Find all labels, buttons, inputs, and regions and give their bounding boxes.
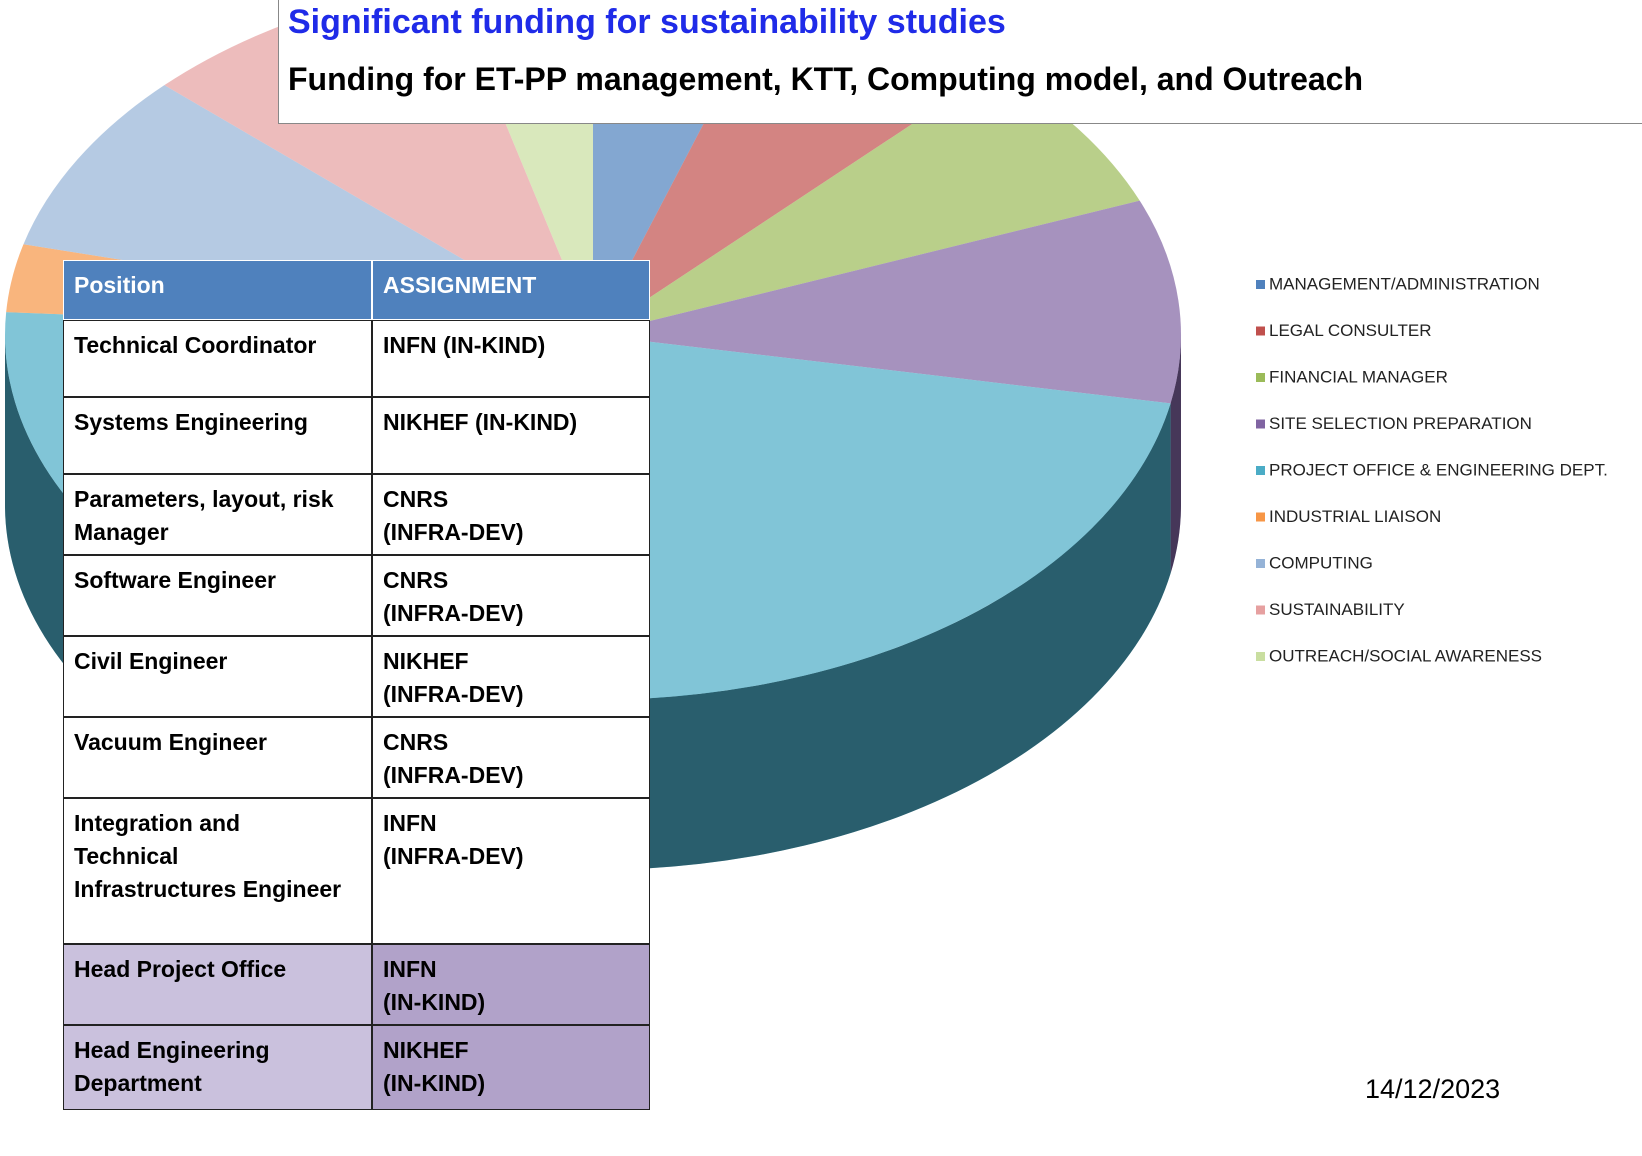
pie-slice <box>593 200 1181 404</box>
heading: Significant funding for sustainability s… <box>288 3 1006 41</box>
legend-swatch <box>1256 419 1265 429</box>
legend-label: INDUSTRIAL LIAISON <box>1269 507 1441 526</box>
table-cell: CNRS (INFRA-DEV) <box>372 474 650 555</box>
table-cell: INFN (IN-KIND) <box>372 944 650 1025</box>
legend-swatch <box>1256 512 1265 522</box>
legend-label: PROJECT OFFICE & ENGINEERING DEPT. <box>1269 460 1608 479</box>
legend-label: FINANCIAL MANAGER <box>1269 367 1448 386</box>
table-cell: Head Project Office <box>63 944 372 1025</box>
table-cell: INFN (IN-KIND) <box>372 320 650 397</box>
legend-swatch <box>1256 373 1265 382</box>
pie-side <box>1170 335 1181 574</box>
table-cell: NIKHEF (INFRA-DEV) <box>372 636 650 717</box>
table-cell: Civil Engineer <box>63 636 372 717</box>
date: 14/12/2023 <box>1365 1074 1501 1104</box>
table-cell: INFN (INFRA-DEV) <box>372 798 650 944</box>
table-cell: Systems Engineering <box>63 397 372 474</box>
table-cell: NIKHEF (IN-KIND) <box>372 397 650 474</box>
table-cell: Head Engineering Department <box>63 1025 372 1110</box>
table-cell: CNRS (INFRA-DEV) <box>372 555 650 636</box>
legend-swatch <box>1256 280 1265 289</box>
header-cell: Position <box>63 260 372 320</box>
title-box: Significant funding for sustainability s… <box>278 0 1642 124</box>
legend-label: MANAGEMENT/ADMINISTRATION <box>1269 274 1540 293</box>
subheading: Funding for ET-PP management, KTT, Compu… <box>288 61 1364 97</box>
legend-swatch <box>1256 326 1265 336</box>
table-cell: Technical Coordinator <box>63 320 372 397</box>
table-cell: CNRS (INFRA-DEV) <box>372 717 650 798</box>
table-cell: Integration and Technical Infrastructure… <box>63 798 372 944</box>
legend-swatch <box>1256 466 1265 475</box>
legend-label: SUSTAINABILITY <box>1269 600 1405 619</box>
legend-label: OUTREACH/SOCIAL AWARENESS <box>1269 646 1542 665</box>
header-cell: ASSIGNMENT <box>372 260 650 320</box>
table-cell: Vacuum Engineer <box>63 717 372 798</box>
legend-swatch <box>1256 559 1265 568</box>
pie-slice <box>593 68 1140 335</box>
legend-label: LEGAL CONSULTER <box>1269 321 1432 340</box>
legend-swatch <box>1256 652 1265 661</box>
table-cell: NIKHEF (IN-KIND) <box>372 1025 650 1110</box>
table-cell: Parameters, layout, risk Manager <box>63 474 372 555</box>
legend-swatch <box>1256 605 1265 615</box>
pie-side-shade <box>1170 335 1181 574</box>
legend-label: SITE SELECTION PREPARATION <box>1269 414 1532 433</box>
table-cell: Software Engineer <box>63 555 372 636</box>
legend-label: COMPUTING <box>1269 553 1373 572</box>
